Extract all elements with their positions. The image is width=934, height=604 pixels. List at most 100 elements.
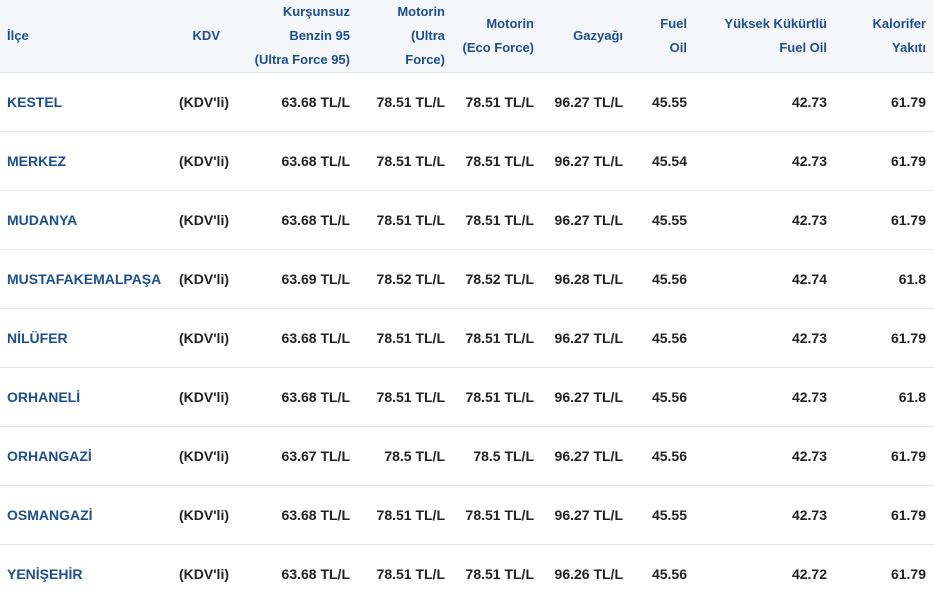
kerosene-price: 96.27 TL/L (554, 507, 623, 523)
diesel-eco-price: 78.52 TL/L (465, 271, 534, 287)
table-row: MUDANYA (KDV'li) 63.68 TL/L 78.51 TL/L 7… (0, 190, 934, 250)
heating-oil-price: 61.79 (890, 153, 926, 169)
header-district-line: İlçe (7, 28, 29, 43)
diesel-ultra-price: 78.51 TL/L (376, 212, 445, 228)
fuel-oil-price: 45.56 (651, 448, 687, 464)
unleaded-95-price: 63.68 TL/L (281, 212, 350, 228)
unleaded-95-price: 63.68 TL/L (281, 389, 350, 405)
table-row: MUSTAFAKEMALPAŞA (KDV'li) 63.69 TL/L 78.… (0, 249, 934, 309)
fuel-oil-price: 45.55 (651, 212, 687, 228)
header-kdv-line: KDV (192, 28, 220, 43)
fuel-oil-price: 45.55 (651, 94, 687, 110)
high-sulfur-fuel-oil-price: 42.72 (791, 566, 827, 583)
high-sulfur-fuel-oil-price: 42.73 (791, 507, 827, 523)
header-diesel-ultra-line-3: Force) (405, 52, 445, 67)
header-diesel-ultra: Motorin (Ultra Force) (358, 0, 453, 73)
district-link[interactable]: ORHANELİ (7, 389, 81, 405)
header-fuel-oil-line-2: Oil (669, 40, 687, 55)
kerosene-price: 96.27 TL/L (554, 389, 623, 405)
header-diesel-eco-line-2: (Eco Force) (462, 40, 534, 55)
kerosene-price: 96.26 TL/L (554, 566, 623, 583)
table-row: KESTEL (KDV'li) 63.68 TL/L 78.51 TL/L 78… (0, 72, 934, 132)
diesel-ultra-price: 78.51 TL/L (376, 330, 445, 346)
header-kerosene-line: Gazyağı (573, 28, 623, 43)
header-unleaded-95: Kurşunsuz Benzin 95 (Ultra Force 95) (228, 0, 358, 73)
table-row: ORHANELİ (KDV'li) 63.68 TL/L 78.51 TL/L … (0, 367, 934, 427)
diesel-eco-price: 78.51 TL/L (465, 330, 534, 346)
header-unleaded-line-2: Benzin 95 (289, 28, 350, 43)
unleaded-95-price: 63.68 TL/L (281, 566, 350, 583)
header-heating-oil-line-2: Yakıtı (892, 40, 926, 55)
kdv-cell: (KDV'li) (179, 330, 229, 346)
high-sulfur-fuel-oil-price: 42.73 (791, 94, 827, 110)
table-header-row: İlçe KDV Kurşunsuz Benzin 95 (Ultra Forc… (0, 0, 934, 73)
diesel-eco-price: 78.51 TL/L (465, 389, 534, 405)
diesel-eco-price: 78.5 TL/L (473, 448, 534, 464)
header-heating-oil-line-1: Kalorifer (872, 16, 926, 31)
diesel-eco-price: 78.51 TL/L (465, 566, 534, 583)
fuel-oil-price: 45.56 (651, 389, 687, 405)
table-row: NİLÜFER (KDV'li) 63.68 TL/L 78.51 TL/L 7… (0, 308, 934, 368)
header-diesel-eco: Motorin (Eco Force) (453, 0, 542, 73)
table-body: KESTEL (KDV'li) 63.68 TL/L 78.51 TL/L 78… (0, 72, 934, 604)
kerosene-price: 96.27 TL/L (554, 448, 623, 464)
diesel-eco-price: 78.51 TL/L (465, 507, 534, 523)
kdv-cell: (KDV'li) (179, 94, 229, 110)
diesel-ultra-price: 78.5 TL/L (384, 448, 445, 464)
diesel-ultra-price: 78.51 TL/L (376, 507, 445, 523)
unleaded-95-price: 63.68 TL/L (281, 507, 350, 523)
unleaded-95-price: 63.68 TL/L (281, 94, 350, 110)
district-link[interactable]: ORHANGAZİ (7, 448, 92, 464)
high-sulfur-fuel-oil-price: 42.73 (791, 389, 827, 405)
header-kerosene: Gazyağı (542, 0, 631, 73)
high-sulfur-fuel-oil-price: 42.73 (791, 330, 827, 346)
district-link[interactable]: OSMANGAZİ (7, 507, 93, 523)
high-sulfur-fuel-oil-price: 42.73 (791, 153, 827, 169)
header-heating-oil: Kalorifer Yakıtı (835, 0, 934, 73)
unleaded-95-price: 63.68 TL/L (281, 153, 350, 169)
diesel-eco-price: 78.51 TL/L (465, 212, 534, 228)
kerosene-price: 96.28 TL/L (554, 271, 623, 287)
unleaded-95-price: 63.68 TL/L (281, 330, 350, 346)
header-unleaded-line-3: (Ultra Force 95) (254, 52, 350, 67)
diesel-ultra-price: 78.51 TL/L (376, 389, 445, 405)
fuel-oil-price: 45.56 (651, 330, 687, 346)
district-link[interactable]: YENİŞEHİR (7, 566, 83, 583)
diesel-ultra-price: 78.52 TL/L (376, 271, 445, 287)
kdv-cell: (KDV'li) (179, 389, 229, 405)
heating-oil-price: 61.79 (890, 212, 926, 228)
diesel-ultra-price: 78.51 TL/L (376, 153, 445, 169)
kerosene-price: 96.27 TL/L (554, 212, 623, 228)
district-link[interactable]: NİLÜFER (7, 330, 68, 346)
kdv-cell: (KDV'li) (179, 507, 229, 523)
fuel-oil-price: 45.55 (651, 507, 687, 523)
high-sulfur-fuel-oil-price: 42.74 (791, 271, 827, 287)
table-row: OSMANGAZİ (KDV'li) 63.68 TL/L 78.51 TL/L… (0, 485, 934, 545)
unleaded-95-price: 63.69 TL/L (281, 271, 350, 287)
district-link[interactable]: MUDANYA (7, 212, 78, 228)
heating-oil-price: 61.8 (898, 271, 926, 287)
heating-oil-price: 61.79 (890, 507, 926, 523)
header-diesel-ultra-line-2: (Ultra (411, 28, 445, 43)
header-fuel-oil: Fuel Oil (631, 0, 695, 73)
kdv-cell: (KDV'li) (179, 271, 229, 287)
header-high-sulfur-line-1: Yüksek Kükürtlü (724, 16, 827, 31)
fuel-oil-price: 45.56 (651, 271, 687, 287)
high-sulfur-fuel-oil-price: 42.73 (791, 448, 827, 464)
header-district: İlçe (0, 0, 160, 73)
header-diesel-ultra-line-1: Motorin (397, 4, 445, 19)
heating-oil-price: 61.79 (890, 566, 926, 583)
high-sulfur-fuel-oil-price: 42.73 (791, 212, 827, 228)
district-link[interactable]: MUSTAFAKEMALPAŞA (7, 271, 162, 287)
header-high-sulfur-line-2: Fuel Oil (779, 40, 827, 55)
header-high-sulfur-fuel-oil: Yüksek Kükürtlü Fuel Oil (695, 0, 835, 73)
district-link[interactable]: MERKEZ (7, 153, 67, 169)
heating-oil-price: 61.79 (890, 330, 926, 346)
header-diesel-eco-line-1: Motorin (486, 16, 534, 31)
district-link[interactable]: KESTEL (7, 94, 63, 110)
kdv-cell: (KDV'li) (179, 566, 229, 583)
diesel-eco-price: 78.51 TL/L (465, 153, 534, 169)
heating-oil-price: 61.79 (890, 94, 926, 110)
header-kdv: KDV (160, 0, 228, 73)
